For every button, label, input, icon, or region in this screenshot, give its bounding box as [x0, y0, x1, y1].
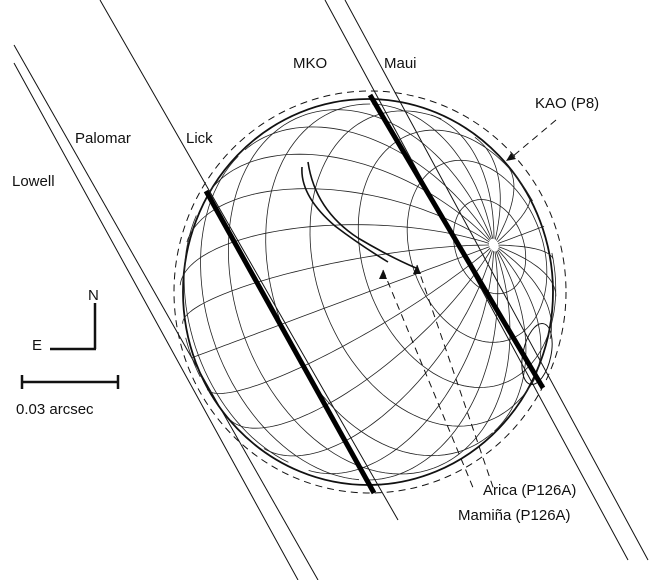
meridian-line — [372, 103, 494, 239]
mamina-chord-dashed — [416, 264, 496, 494]
meridian-line — [206, 247, 491, 394]
label-kao: KAO (P8) — [535, 95, 599, 112]
parallel-line — [200, 155, 360, 481]
parallel-line — [406, 159, 548, 343]
mamina-arrow-icon — [413, 265, 421, 274]
arica-chord-dashed — [382, 269, 475, 491]
label-maui: Maui — [384, 55, 417, 72]
meridian-line — [182, 244, 490, 324]
parallel-line — [183, 215, 289, 463]
chord-lines — [13, 0, 649, 580]
meridian-line — [302, 109, 492, 240]
meridian-line — [497, 249, 542, 385]
parallel-line — [185, 337, 201, 377]
meridian-line — [497, 225, 545, 244]
meridian-line — [498, 244, 554, 260]
scale-bar-label: 0.03 arcsec — [16, 401, 94, 418]
parallel-line — [228, 115, 434, 475]
meridian-line — [179, 224, 490, 286]
lick-chord-line — [99, 0, 399, 521]
kao-chord-dashed — [511, 119, 557, 158]
kao-arrow-icon — [506, 153, 516, 161]
meridian-line — [496, 165, 515, 241]
parallel-line — [452, 199, 527, 295]
lowell-chord-line-b — [13, 44, 319, 580]
label-arica: Arica (P126A) — [483, 482, 576, 499]
compass-east-label: E — [32, 337, 42, 354]
limb-track-curve-2 — [307, 161, 417, 269]
meridian-line — [263, 250, 493, 457]
outer-limb-dashed — [173, 90, 567, 494]
meridian-line — [230, 249, 492, 429]
meridian-line — [494, 250, 527, 432]
label-mko: MKO — [293, 55, 327, 72]
scale-bar: 0.03 arcsec — [16, 375, 120, 418]
lowell-chord-line-a — [13, 62, 299, 580]
lick-chord-segment — [203, 189, 377, 495]
meridian-line — [191, 246, 490, 359]
compass-north-label: N — [88, 287, 99, 304]
globe-model — [179, 98, 557, 486]
compass: N E — [32, 287, 99, 354]
meridian-line — [205, 153, 490, 241]
label-lowell: Lowell — [12, 173, 55, 190]
parallel-line — [357, 129, 557, 388]
label-mamina: Mamiña (P126A) — [458, 507, 571, 524]
meridian-line — [431, 114, 495, 239]
parallel-line — [309, 110, 538, 427]
label-lick: Lick — [186, 130, 213, 147]
maui-chord-line — [344, 0, 649, 561]
meridian-line — [308, 251, 494, 475]
meridian-line — [497, 195, 531, 243]
globe-graticule — [179, 103, 557, 481]
meridian-line — [244, 126, 491, 240]
meridian-line — [498, 246, 557, 297]
mko-chord-segment — [367, 93, 546, 390]
arica-mamina-chords — [379, 264, 496, 494]
arica-arrow-icon — [379, 270, 387, 279]
label-palomar: Palomar — [75, 130, 131, 147]
limb-track-curve — [301, 166, 389, 263]
